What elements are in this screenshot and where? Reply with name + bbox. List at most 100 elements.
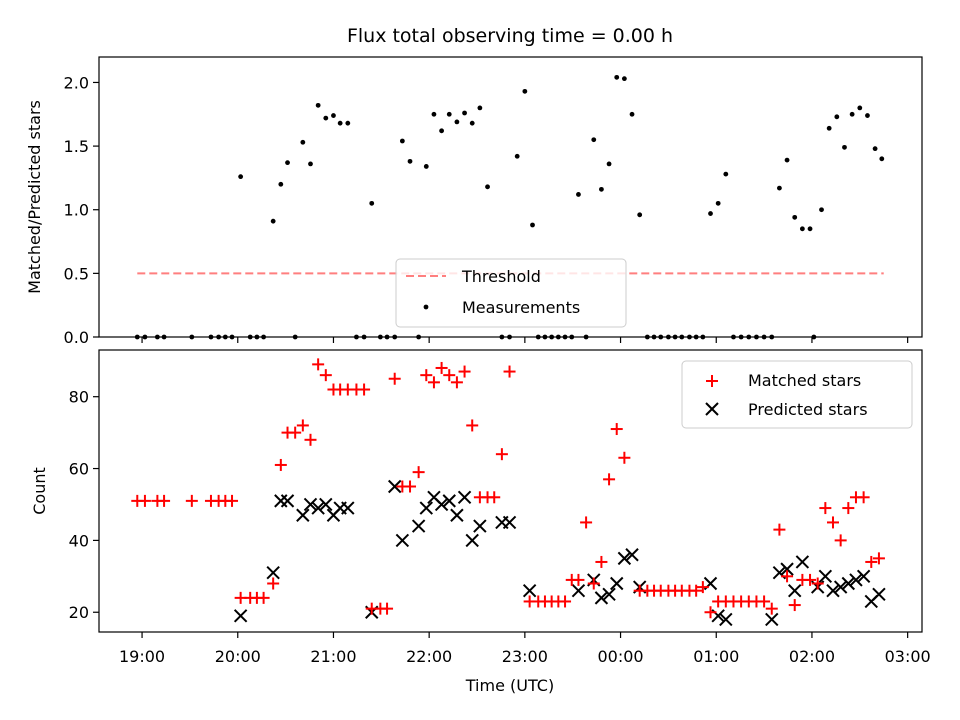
measurement-point bbox=[658, 334, 664, 340]
measurement-point bbox=[687, 334, 692, 340]
predicted-stars-point bbox=[442, 494, 456, 508]
matched-stars-point bbox=[587, 577, 600, 590]
matched-stars-point bbox=[811, 577, 824, 590]
measurement-point bbox=[384, 334, 390, 340]
measurement-point bbox=[247, 334, 253, 340]
top-y-tick-label: 0.0 bbox=[64, 328, 89, 347]
predicted-stars-point bbox=[625, 548, 639, 562]
measurement-point bbox=[738, 334, 744, 340]
measurement-point bbox=[542, 334, 548, 340]
predicted-stars-point bbox=[841, 576, 856, 591]
measurement-point bbox=[399, 138, 405, 144]
measurement-point bbox=[731, 334, 736, 340]
measurement-point bbox=[784, 157, 790, 163]
legend-threshold-label: Threshold bbox=[461, 267, 541, 286]
top-y-tick-label: 2.0 bbox=[64, 73, 89, 92]
matched-stars-point bbox=[274, 458, 287, 471]
matched-stars-point bbox=[289, 426, 302, 439]
matched-stars-point bbox=[226, 494, 239, 507]
measurement-point bbox=[345, 120, 351, 126]
measurement-point bbox=[769, 334, 775, 340]
predicted-stars-point bbox=[795, 555, 810, 569]
matched-stars-point bbox=[572, 573, 585, 586]
measurement-point bbox=[446, 111, 452, 117]
matched-stars-point bbox=[458, 365, 471, 378]
measurement-point bbox=[323, 115, 329, 121]
measurement-point bbox=[644, 334, 650, 340]
matched-stars-point bbox=[358, 383, 371, 396]
matched-stars-point bbox=[603, 473, 616, 486]
legend-predicted-label: Predicted stars bbox=[748, 400, 868, 419]
matched-stars-point bbox=[388, 372, 401, 385]
predicted-stars-point bbox=[280, 494, 295, 508]
matched-stars-point bbox=[610, 423, 623, 436]
measurement-point bbox=[693, 334, 699, 340]
matched-stars-point bbox=[559, 595, 572, 608]
measurement-point bbox=[700, 334, 706, 340]
top-y-tick-label: 1.5 bbox=[64, 137, 89, 156]
measurement-point bbox=[599, 186, 604, 192]
x-tick-label: 19:00 bbox=[119, 647, 165, 666]
bottom-y-tick-label: 60 bbox=[69, 460, 89, 479]
bottom-x-ticks: 19:00 20:00 21:00 22:00 23:00 00:00 01:00 02:00… bbox=[119, 632, 931, 666]
matched-stars-point bbox=[495, 448, 508, 461]
measurement-point bbox=[834, 114, 840, 120]
x-axis-label: Time (UTC) bbox=[465, 676, 554, 695]
matched-stars-point bbox=[690, 584, 703, 597]
bottom-legend-box bbox=[681, 360, 913, 429]
predicted-stars-point bbox=[419, 501, 433, 515]
measurement-point bbox=[606, 161, 612, 167]
predicted-stars-point bbox=[872, 587, 886, 601]
measurement-point bbox=[672, 334, 678, 340]
matched-stars-point bbox=[865, 555, 878, 568]
count-panel: Count Time (UTC) 20 40 60 80 19:00 20:00 21:0… bbox=[30, 349, 931, 695]
matched-stars-point bbox=[758, 595, 771, 608]
measurement-point bbox=[499, 334, 505, 340]
measurement-point bbox=[576, 192, 581, 197]
predicted-stars-point bbox=[457, 490, 472, 504]
measurement-point bbox=[819, 207, 824, 213]
predicted-stars-point bbox=[571, 583, 586, 598]
predicted-stars-points bbox=[233, 479, 886, 627]
predicted-stars-point bbox=[465, 533, 479, 548]
measurement-point bbox=[637, 212, 643, 218]
measurement-point bbox=[222, 334, 228, 340]
x-tick-label: 01:00 bbox=[693, 647, 739, 666]
top-y-axis-label: Matched/Predicted stars bbox=[25, 100, 44, 294]
matched-stars-point bbox=[267, 577, 280, 590]
matched-stars-point bbox=[304, 433, 317, 446]
measurement-point bbox=[583, 334, 589, 340]
measurement-point bbox=[278, 181, 284, 187]
matched-stars-point bbox=[427, 376, 440, 389]
predicted-stars-point bbox=[473, 519, 487, 533]
measurement-point bbox=[369, 200, 375, 206]
measurement-point bbox=[354, 334, 359, 340]
measurement-point bbox=[462, 110, 467, 116]
measurement-point bbox=[708, 211, 713, 216]
measurement-point bbox=[857, 105, 863, 111]
matched-stars-point bbox=[704, 606, 717, 619]
predicted-stars-point bbox=[602, 587, 616, 601]
measurement-point bbox=[792, 214, 798, 220]
measurement-point bbox=[629, 111, 635, 117]
matched-stars-point bbox=[827, 516, 840, 529]
legend-measurements-swatch bbox=[423, 304, 429, 310]
predicted-stars-point bbox=[780, 562, 794, 576]
matched-stars-point bbox=[580, 516, 593, 529]
predicted-stars-point bbox=[266, 566, 280, 580]
matched-stars-point bbox=[185, 494, 198, 507]
measurement-point bbox=[189, 334, 195, 340]
measurement-point bbox=[614, 74, 620, 80]
measurement-point bbox=[507, 334, 512, 340]
measurement-point bbox=[134, 334, 140, 340]
x-tick-label: 03:00 bbox=[885, 647, 931, 666]
matched-stars-point bbox=[138, 494, 151, 507]
measurement-point bbox=[746, 334, 752, 340]
matched-stars-point bbox=[312, 358, 325, 371]
measurement-point bbox=[154, 334, 160, 340]
measurement-point bbox=[591, 137, 597, 143]
measurement-point bbox=[331, 113, 336, 118]
measurement-point bbox=[469, 120, 475, 126]
